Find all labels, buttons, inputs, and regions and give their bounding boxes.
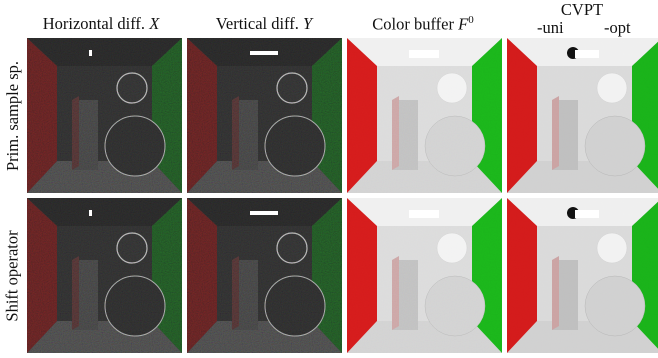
panel-prim-cvpt (507, 38, 658, 193)
render-image (187, 198, 342, 353)
row-label-shift-operator: Shift operator (0, 198, 26, 353)
cvpt-sub-opt: -opt (604, 18, 631, 37)
column-header-horizontal-diff: Horizontal diff. X (22, 14, 180, 36)
panel-shift-cvpt (507, 198, 658, 353)
column-header-variable: F (458, 14, 469, 34)
column-header-text: Color buffer (372, 14, 459, 34)
render-image (507, 38, 658, 193)
column-header-cvpt: CVPT (560, 0, 604, 19)
column-header-variable: Y (303, 14, 313, 33)
panel-prim-color (347, 38, 502, 193)
render-image (27, 198, 182, 353)
column-header-color-buffer: Color buffer F0 (344, 14, 502, 36)
column-header-variable: X (149, 14, 160, 33)
render-image (347, 38, 502, 193)
row-label-text: Prim. sample sp. (3, 60, 22, 171)
column-header-text: Horizontal diff. (42, 14, 150, 33)
render-image (27, 38, 182, 193)
panel-shift-color (347, 198, 502, 353)
render-image (507, 198, 658, 353)
row-label-prim-sample: Prim. sample sp. (0, 38, 26, 193)
panel-shift-diff-y (187, 198, 342, 353)
column-header-vertical-diff: Vertical diff. Y (185, 14, 343, 36)
cvpt-sub-uni: -uni (537, 18, 564, 37)
render-image (187, 38, 342, 193)
panel-prim-diff-x (27, 38, 182, 193)
row-label-text: Shift operator (3, 229, 22, 322)
panel-prim-diff-y (187, 38, 342, 193)
column-header-superscript: 0 (468, 14, 474, 26)
panel-shift-diff-x (27, 198, 182, 353)
column-header-text: Vertical diff. (215, 14, 304, 33)
render-image (347, 198, 502, 353)
